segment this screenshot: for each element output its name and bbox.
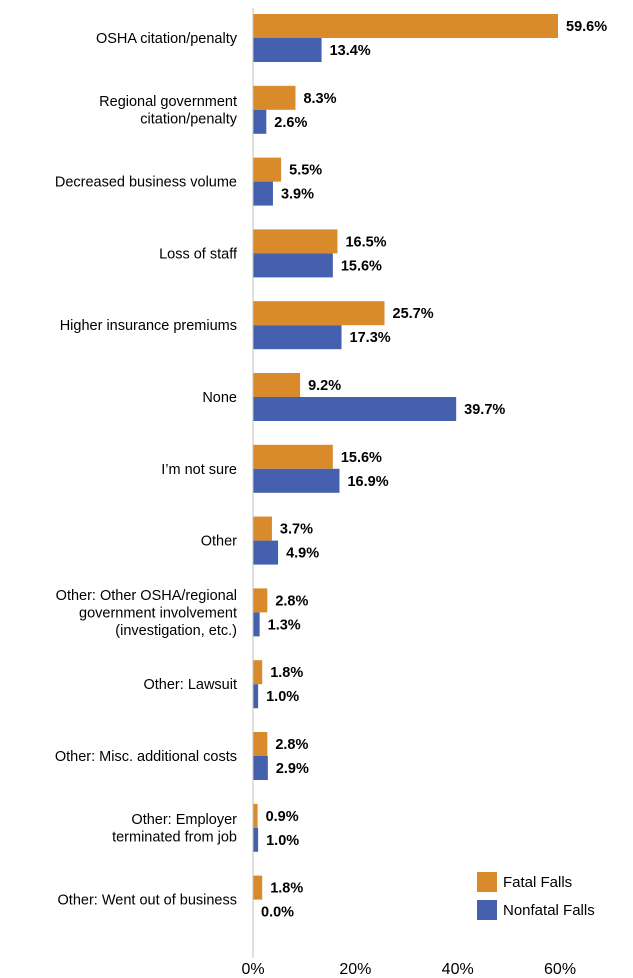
fatal-falls-bar	[253, 229, 338, 254]
value-labels: 59.6% 13.4% 8.3% 2.6% 5.5% 3.9% 16.5% 15.6% 25.7…	[261, 19, 607, 921]
value-label: 15.6%	[341, 450, 382, 466]
value-label: 1.8%	[270, 881, 303, 897]
fatal-falls-bar	[253, 875, 263, 900]
x-tick-labels: 0% 20% 40% 60%	[241, 961, 576, 978]
fatal-falls-bar	[253, 660, 263, 685]
value-label: 2.8%	[275, 593, 308, 609]
category-label: Other: Other OSHA/regional government inv…	[56, 588, 237, 639]
value-label: 59.6%	[566, 19, 607, 35]
value-label: 13.4%	[330, 43, 371, 59]
category-label: I’m not sure	[161, 462, 237, 478]
value-label: 25.7%	[393, 306, 434, 322]
value-label: 1.3%	[268, 617, 301, 633]
nonfatal-falls-bar	[253, 827, 259, 852]
value-label: 2.8%	[275, 737, 308, 753]
nonfatal-falls-bar	[253, 612, 260, 637]
value-label: 1.0%	[266, 833, 299, 849]
category-label: Other	[201, 534, 237, 550]
value-label: 17.3%	[350, 330, 391, 346]
nonfatal-falls-bar	[253, 109, 267, 134]
value-label: 4.9%	[286, 546, 319, 562]
nonfatal-falls-bar	[253, 253, 333, 278]
x-tick-label: 40%	[442, 961, 474, 978]
category-label: Other: Lawsuit	[144, 677, 238, 693]
legend-label: Fatal Falls	[503, 874, 572, 891]
legend-swatch-nonfatal	[477, 900, 497, 920]
value-label: 3.7%	[280, 522, 313, 538]
fatal-falls-bar	[253, 14, 558, 38]
category-labels: OSHA citation/penalty Regional government…	[55, 31, 238, 909]
value-label: 9.2%	[308, 378, 341, 394]
fatal-falls-bar	[253, 157, 282, 182]
x-tick-label: 20%	[339, 961, 371, 978]
value-label: 0.9%	[266, 809, 299, 825]
value-label: 5.5%	[289, 163, 322, 179]
value-label: 1.0%	[266, 689, 299, 705]
category-label: Higher insurance premiums	[60, 318, 237, 334]
nonfatal-falls-bar	[253, 397, 457, 421]
bars-group	[253, 14, 558, 900]
nonfatal-falls-bar	[253, 540, 279, 565]
category-label: None	[202, 390, 237, 406]
nonfatal-falls-bar	[253, 684, 259, 709]
x-tick-label: 60%	[544, 961, 576, 978]
category-label: Other: Employer terminated from job	[112, 812, 237, 846]
value-label: 16.5%	[345, 234, 386, 250]
legend: Fatal Falls Nonfatal Falls	[477, 872, 595, 920]
nonfatal-falls-bar	[253, 756, 268, 780]
category-label: Loss of staff	[159, 246, 238, 262]
value-label: 16.9%	[347, 474, 388, 490]
legend-swatch-fatal	[477, 872, 497, 892]
nonfatal-falls-bar	[253, 181, 273, 206]
fatal-falls-bar	[253, 85, 296, 110]
value-label: 2.9%	[276, 761, 309, 777]
value-label: 39.7%	[464, 402, 505, 418]
fatal-falls-bar	[253, 588, 268, 613]
value-label: 1.8%	[270, 665, 303, 681]
nonfatal-falls-bar	[253, 38, 322, 62]
fatal-falls-bar	[253, 373, 301, 397]
category-label: OSHA citation/penalty	[96, 31, 238, 47]
value-label: 0.0%	[261, 905, 294, 921]
category-label: Decreased business volume	[55, 175, 237, 191]
fatal-falls-bar	[253, 732, 268, 756]
value-label: 3.9%	[281, 187, 314, 203]
x-tick-label: 0%	[241, 961, 264, 978]
fatal-falls-bar	[253, 516, 272, 541]
fatal-falls-bar	[253, 301, 385, 326]
legend-label: Nonfatal Falls	[503, 902, 595, 919]
value-label: 2.6%	[274, 115, 307, 131]
value-label: 15.6%	[341, 258, 382, 274]
category-label: Regional government citation/penalty	[99, 94, 238, 128]
nonfatal-falls-bar	[253, 325, 342, 350]
category-label: Other: Went out of business	[58, 893, 237, 909]
fatal-falls-bar	[253, 803, 258, 828]
value-label: 8.3%	[303, 91, 336, 107]
fatal-falls-bar	[253, 444, 333, 469]
category-label: Other: Misc. additional costs	[55, 749, 237, 765]
nonfatal-falls-bar	[253, 468, 340, 493]
